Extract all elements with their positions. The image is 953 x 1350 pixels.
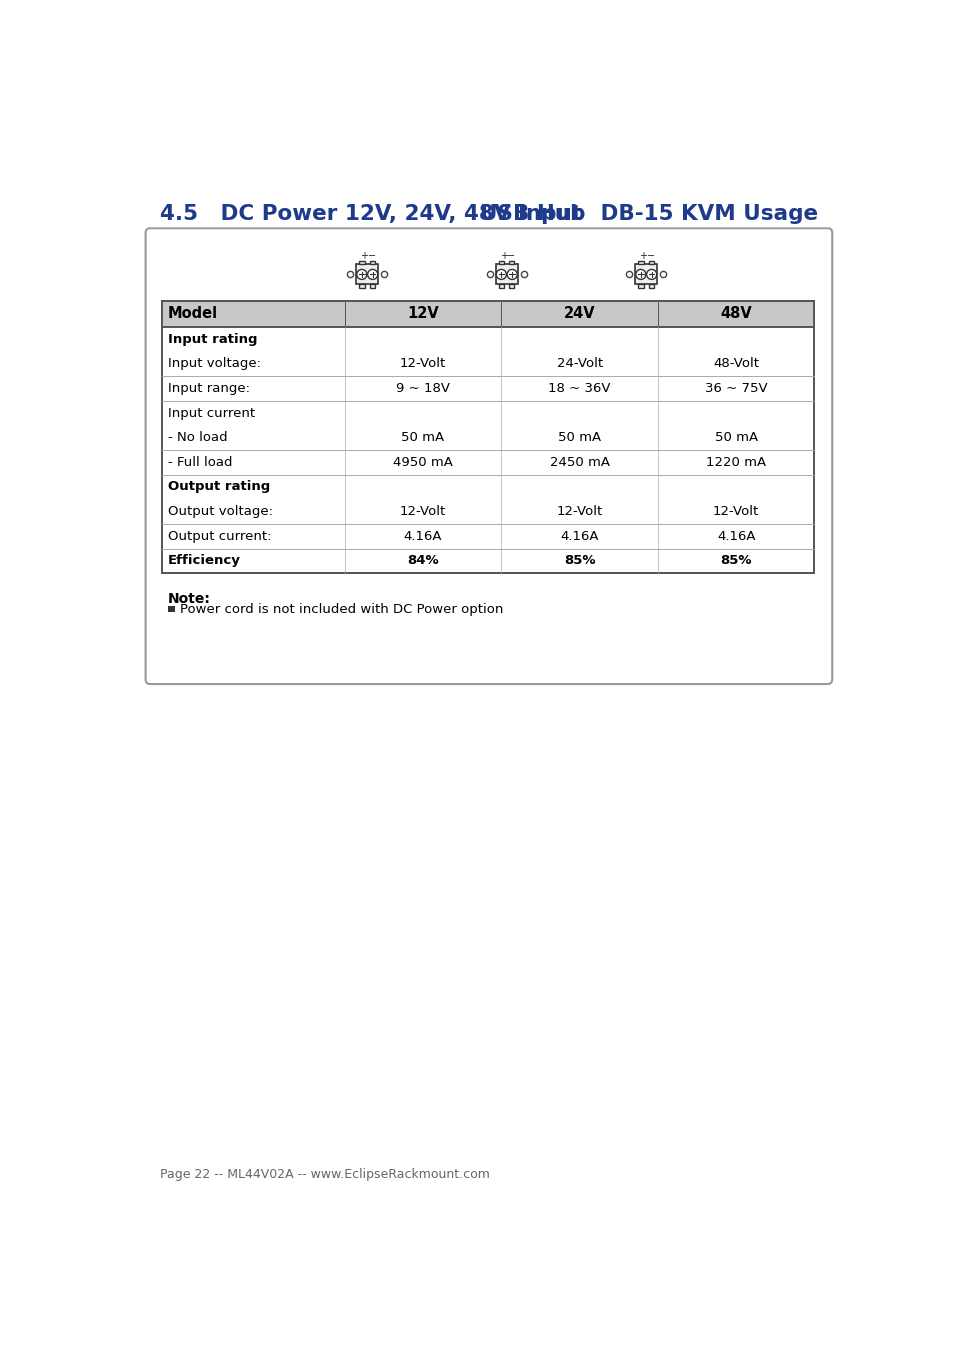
Text: 4.16A: 4.16A xyxy=(716,529,755,543)
Text: 36 ~ 75V: 36 ~ 75V xyxy=(704,382,766,396)
Text: Output rating: Output rating xyxy=(168,481,270,494)
Bar xyxy=(638,285,643,289)
Text: 18 ~ 36V: 18 ~ 36V xyxy=(548,382,610,396)
Bar xyxy=(162,450,814,475)
Text: Input voltage:: Input voltage: xyxy=(168,358,261,370)
Text: 9 ~ 18V: 9 ~ 18V xyxy=(395,382,450,396)
Bar xyxy=(162,425,814,450)
Circle shape xyxy=(356,270,367,279)
Text: −: − xyxy=(368,251,375,261)
Bar xyxy=(162,301,814,574)
Text: 12-Volt: 12-Volt xyxy=(556,505,602,518)
Bar xyxy=(369,261,375,265)
Text: 85%: 85% xyxy=(720,555,751,567)
Text: - No load: - No load xyxy=(168,431,228,444)
Text: - Full load: - Full load xyxy=(168,456,233,468)
Bar xyxy=(509,261,514,265)
Text: 12V: 12V xyxy=(407,306,438,321)
Text: Power cord is not included with DC Power option: Power cord is not included with DC Power… xyxy=(180,603,503,616)
Text: 50 mA: 50 mA xyxy=(714,431,757,444)
Bar xyxy=(369,285,375,289)
Bar xyxy=(648,285,654,289)
Text: −: − xyxy=(646,251,655,261)
Text: 12-Volt: 12-Volt xyxy=(399,505,446,518)
Text: Input range:: Input range: xyxy=(168,382,250,396)
Text: 2450 mA: 2450 mA xyxy=(549,456,609,468)
Bar xyxy=(498,261,504,265)
Text: −: − xyxy=(507,251,515,261)
Bar xyxy=(162,327,814,351)
Text: +: + xyxy=(360,251,368,261)
Bar xyxy=(162,301,814,327)
Bar xyxy=(162,351,814,377)
FancyBboxPatch shape xyxy=(146,228,831,684)
Circle shape xyxy=(635,270,645,279)
Text: Input rating: Input rating xyxy=(168,332,257,346)
Circle shape xyxy=(496,270,506,279)
Text: 1220 mA: 1220 mA xyxy=(705,456,765,468)
Bar xyxy=(638,261,643,265)
Text: Efficiency: Efficiency xyxy=(168,555,241,567)
Bar xyxy=(162,377,814,401)
Bar xyxy=(509,285,514,289)
Text: Input current: Input current xyxy=(168,406,255,420)
Bar xyxy=(162,401,814,425)
Text: 24V: 24V xyxy=(563,306,595,321)
Text: USB Hub  DB-15 KVM Usage: USB Hub DB-15 KVM Usage xyxy=(479,204,818,224)
Circle shape xyxy=(646,270,656,279)
Bar xyxy=(162,524,814,548)
Text: Note:: Note: xyxy=(168,593,211,606)
Text: 85%: 85% xyxy=(563,555,595,567)
Text: 48V: 48V xyxy=(720,306,751,321)
Bar xyxy=(162,548,814,574)
Text: 84%: 84% xyxy=(407,555,438,567)
Text: 4.16A: 4.16A xyxy=(403,529,442,543)
Text: +: + xyxy=(499,251,507,261)
Bar xyxy=(356,265,377,285)
Text: Page 22 -- ML44V02A -- www.EclipseRackmount.com: Page 22 -- ML44V02A -- www.EclipseRackmo… xyxy=(159,1168,489,1181)
Bar xyxy=(635,265,657,285)
Bar xyxy=(162,475,814,500)
Text: Model: Model xyxy=(168,306,218,321)
Bar xyxy=(496,265,517,285)
Text: 12-Volt: 12-Volt xyxy=(399,358,446,370)
Text: 50 mA: 50 mA xyxy=(401,431,444,444)
Bar xyxy=(498,285,504,289)
Text: 4950 mA: 4950 mA xyxy=(393,456,453,468)
Circle shape xyxy=(507,270,517,279)
Text: 48-Volt: 48-Volt xyxy=(713,358,759,370)
Text: 4.16A: 4.16A xyxy=(559,529,598,543)
Text: 24-Volt: 24-Volt xyxy=(556,358,602,370)
Circle shape xyxy=(367,270,377,279)
Text: 50 mA: 50 mA xyxy=(558,431,600,444)
Bar xyxy=(648,261,654,265)
Text: Output voltage:: Output voltage: xyxy=(168,505,273,518)
Text: Output current:: Output current: xyxy=(168,529,272,543)
Bar xyxy=(162,500,814,524)
Bar xyxy=(359,285,365,289)
Bar xyxy=(359,261,365,265)
Text: +: + xyxy=(639,251,646,261)
Bar xyxy=(168,606,174,613)
Text: 4.5   DC Power 12V, 24V, 48V Input: 4.5 DC Power 12V, 24V, 48V Input xyxy=(159,204,581,224)
Text: 12-Volt: 12-Volt xyxy=(712,505,759,518)
